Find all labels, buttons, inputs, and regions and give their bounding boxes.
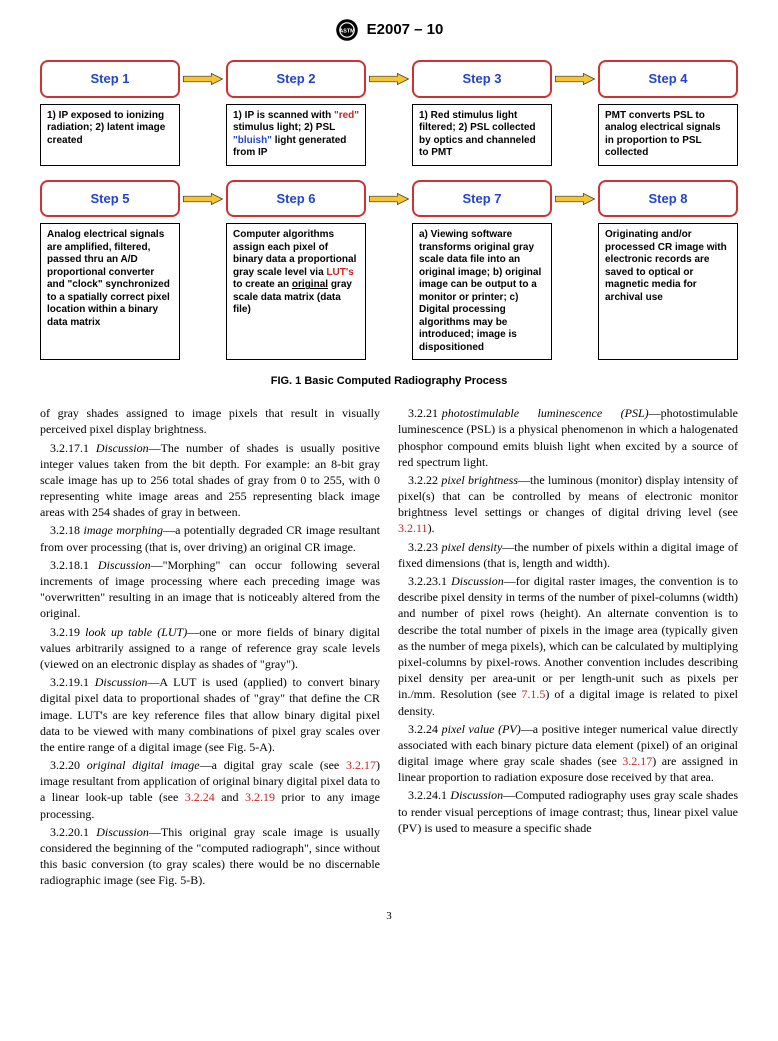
step-box-3: Step 3 bbox=[412, 60, 552, 98]
step-box-4: Step 4 bbox=[598, 60, 738, 98]
body-paragraph: 3.2.17.1 Discussion—The number of shades… bbox=[40, 440, 380, 521]
body-paragraph: 3.2.23 pixel density—the number of pixel… bbox=[398, 539, 738, 571]
step-box-5: Step 5 bbox=[40, 180, 180, 218]
body-columns: of gray shades assigned to image pixels … bbox=[40, 405, 738, 888]
diagram-row-1-steps: Step 1 Step 2 Step 3 Step 4 bbox=[40, 60, 738, 98]
desc-box-7: a) Viewing software transforms original … bbox=[412, 223, 552, 360]
body-paragraph: 3.2.20.1 Discussion—This original gray s… bbox=[40, 824, 380, 889]
astm-logo-icon: ASTM bbox=[335, 18, 359, 42]
body-paragraph: 3.2.19 look up table (LUT)—one or more f… bbox=[40, 624, 380, 673]
desc-box-2: 1) IP is scanned with "red" stimulus lig… bbox=[226, 104, 366, 166]
desc-box-1: 1) IP exposed to ionizing radiation; 2) … bbox=[40, 104, 180, 166]
body-paragraph: 3.2.18 image morphing—a potentially degr… bbox=[40, 522, 380, 554]
svg-text:ASTM: ASTM bbox=[339, 28, 355, 34]
arrow-1-2 bbox=[180, 60, 226, 98]
diagram-row-2-desc: Analog electrical signals are amplified,… bbox=[40, 223, 738, 360]
body-paragraph: 3.2.24.1 Discussion—Computed radiography… bbox=[398, 787, 738, 836]
step-box-1: Step 1 bbox=[40, 60, 180, 98]
desc-box-5: Analog electrical signals are amplified,… bbox=[40, 223, 180, 360]
body-paragraph: 3.2.20 original digital image—a digital … bbox=[40, 757, 380, 822]
desc-box-6: Computer algorithms assign each pixel of… bbox=[226, 223, 366, 360]
arrow-5-6 bbox=[180, 180, 226, 218]
arrow-2-3 bbox=[366, 60, 412, 98]
figure-caption: FIG. 1 Basic Computed Radiography Proces… bbox=[40, 374, 738, 389]
arrow-6-7 bbox=[366, 180, 412, 218]
page-number: 3 bbox=[40, 909, 738, 924]
desc-box-4: PMT converts PSL to analog electrical si… bbox=[598, 104, 738, 166]
body-paragraph: of gray shades assigned to image pixels … bbox=[40, 405, 380, 437]
desc-box-8: Originating and/or processed CR image wi… bbox=[598, 223, 738, 360]
page-header: ASTM E2007 – 10 bbox=[40, 18, 738, 46]
diagram-row-2-steps: Step 5 Step 6 Step 7 Step 8 bbox=[40, 180, 738, 218]
designation-text: E2007 – 10 bbox=[367, 20, 444, 40]
diagram-row-1-desc: 1) IP exposed to ionizing radiation; 2) … bbox=[40, 104, 738, 166]
arrow-7-8 bbox=[552, 180, 598, 218]
body-paragraph: 3.2.21 photostimulable luminescence (PSL… bbox=[398, 405, 738, 470]
step-box-2: Step 2 bbox=[226, 60, 366, 98]
body-paragraph: 3.2.22 pixel brightness—the luminous (mo… bbox=[398, 472, 738, 537]
step-box-8: Step 8 bbox=[598, 180, 738, 218]
body-paragraph: 3.2.19.1 Discussion—A LUT is used (appli… bbox=[40, 674, 380, 755]
arrow-3-4 bbox=[552, 60, 598, 98]
body-paragraph: 3.2.18.1 Discussion—"Morphing" can occur… bbox=[40, 557, 380, 622]
desc-box-3: 1) Red stimulus light filtered; 2) PSL c… bbox=[412, 104, 552, 166]
step-box-6: Step 6 bbox=[226, 180, 366, 218]
step-box-7: Step 7 bbox=[412, 180, 552, 218]
process-diagram: Step 1 Step 2 Step 3 Step 4 1) IP expose… bbox=[40, 60, 738, 389]
body-paragraph: 3.2.23.1 Discussion—for digital raster i… bbox=[398, 573, 738, 719]
body-paragraph: 3.2.24 pixel value (PV)—a positive integ… bbox=[398, 721, 738, 786]
